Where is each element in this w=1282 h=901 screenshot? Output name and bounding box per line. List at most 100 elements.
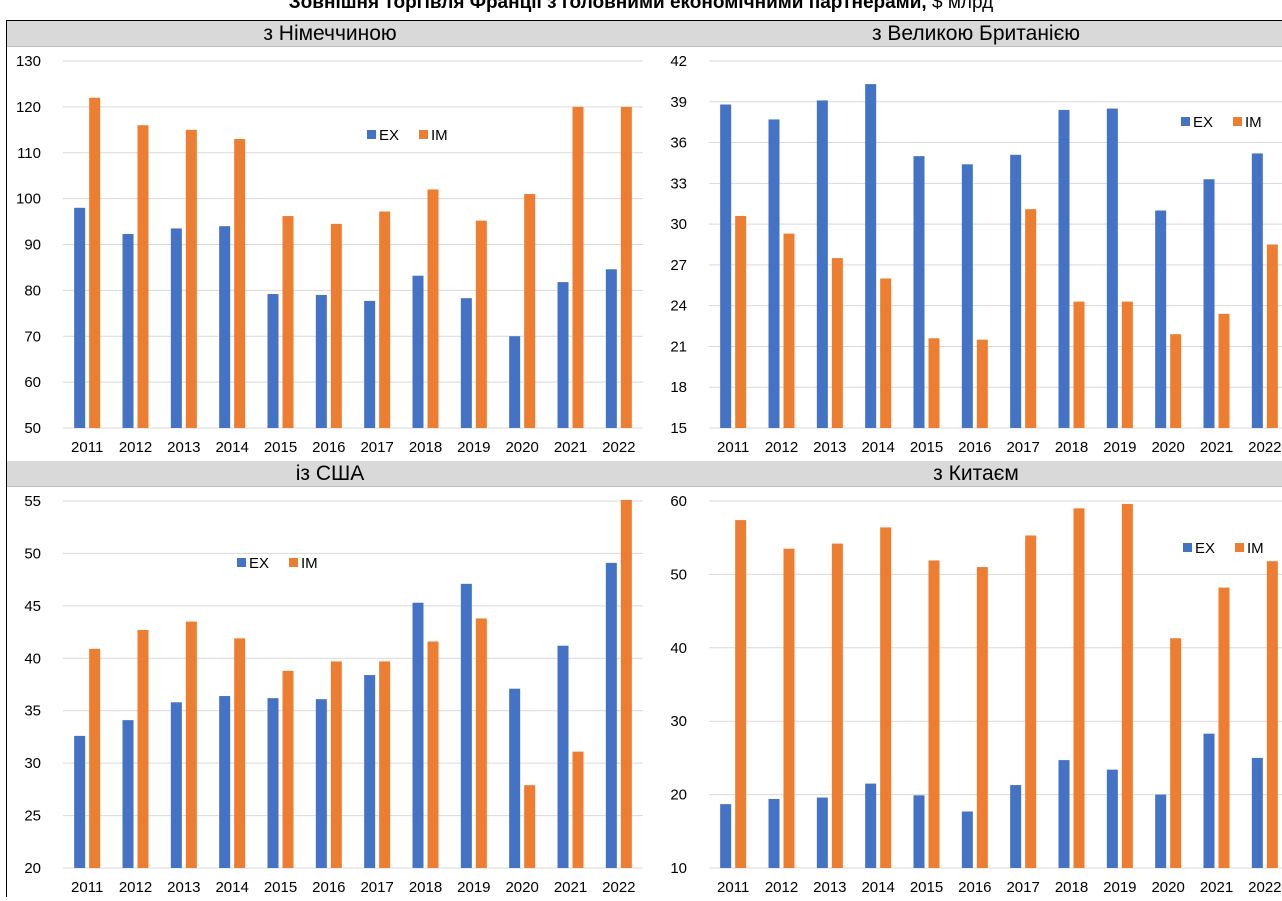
- bar-im-2013: [185, 621, 197, 868]
- chart-usa: 20 25 30 35 40 45 50 55 2011 2012 2013 2014 2015 2016…: [24, 493, 643, 896]
- x-tick-label: 2011: [717, 439, 749, 456]
- bar-ex-2019: [1106, 108, 1118, 429]
- bar-ex-2014: [219, 696, 231, 868]
- x-tick-label: 2022: [602, 879, 635, 896]
- bar-ex-2017: [364, 675, 376, 868]
- x-tick-label: 2020: [1151, 439, 1184, 456]
- legend-swatch-ex: [1183, 543, 1192, 552]
- bar-ex-2015: [913, 795, 925, 868]
- bar-im-2011: [735, 215, 747, 428]
- x-tick-label: 2019: [1103, 879, 1136, 896]
- bar-im-2016: [976, 339, 988, 428]
- legend: EX IM: [1183, 540, 1264, 557]
- y-tick-label: 40: [24, 650, 41, 667]
- x-tick-label: 2012: [119, 879, 152, 896]
- bar-im-2019: [1121, 301, 1133, 428]
- bar-im-2016: [976, 567, 988, 868]
- bar-im-2021: [1218, 587, 1230, 868]
- bar-im-2017: [1025, 535, 1037, 868]
- bar-im-2012: [137, 125, 149, 428]
- x-tick-label: 2021: [1200, 439, 1233, 456]
- legend-label-ex: EX: [249, 555, 269, 572]
- x-tick-label: 2013: [813, 439, 846, 456]
- bar-ex-2020: [1155, 210, 1167, 428]
- panel-uk: з Великою Британією 15 18 21 24 27 30 33 36 39 42…: [653, 21, 1282, 461]
- bar-ex-2011: [74, 207, 86, 428]
- bar-im-2014: [234, 638, 246, 868]
- panel-germany: з Німеччиною 50 60 70 80 90 100 110 120 130 2011 2…: [7, 21, 653, 461]
- x-tick-label: 2014: [861, 439, 894, 456]
- x-tick-label: 2016: [958, 439, 991, 456]
- x-tick-label: 2017: [1006, 439, 1039, 456]
- bar-im-2021: [572, 106, 584, 428]
- y-tick-label: 20: [670, 787, 687, 804]
- legend-swatch-im: [1235, 543, 1244, 552]
- y-tick-label: 30: [670, 713, 687, 730]
- legend-label-ex: EX: [1193, 114, 1213, 131]
- bar-im-2015: [928, 338, 940, 428]
- legend-swatch-im: [1233, 117, 1242, 126]
- y-tick-label: 30: [24, 755, 41, 772]
- y-tick-label: 21: [670, 338, 687, 355]
- bar-im-2014: [880, 527, 892, 868]
- bar-im-2022: [1266, 244, 1278, 428]
- y-tick-label: 30: [670, 216, 687, 233]
- bar-im-2011: [89, 97, 101, 428]
- bar-im-2021: [1218, 313, 1230, 428]
- y-tick-label: 120: [16, 99, 41, 116]
- x-tick-label: 2013: [813, 879, 846, 896]
- main-title-text: Зовнішня торгівля Франції з головними ек…: [288, 0, 927, 13]
- x-tick-label: 2021: [554, 439, 587, 456]
- bar-ex-2015: [267, 698, 279, 868]
- bar-ex-2012: [122, 233, 134, 428]
- panel-title-usa: із США: [7, 461, 653, 487]
- bar-ex-2017: [1010, 154, 1022, 428]
- x-tick-label: 2019: [1103, 439, 1136, 456]
- x-tick-label: 2016: [958, 879, 991, 896]
- legend: EX IM: [237, 555, 318, 572]
- y-tick-label: 60: [670, 493, 687, 510]
- x-tick-label: 2011: [71, 879, 103, 896]
- bar-ex-2016: [315, 699, 327, 868]
- y-tick-label: 130: [16, 53, 41, 70]
- legend-label-ex: EX: [1195, 540, 1215, 557]
- bar-im-2011: [735, 520, 747, 868]
- x-tick-label: 2018: [409, 879, 442, 896]
- bar-im-2019: [475, 220, 487, 428]
- x-tick-label: 2015: [264, 439, 297, 456]
- panel-china: з Китаєм 10 20 30 40 50 60 2011 2012 2013 2014 201…: [653, 461, 1282, 901]
- charts-grid: з Німеччиною 50 60 70 80 90 100 110 120 130 2011 2…: [6, 20, 1282, 897]
- y-tick-label: 18: [670, 379, 687, 396]
- x-tick-label: 2021: [554, 879, 587, 896]
- y-tick-label: 33: [670, 175, 687, 192]
- bar-ex-2020: [509, 688, 521, 868]
- bar-im-2012: [137, 629, 149, 868]
- bar-ex-2013: [170, 228, 182, 428]
- y-tick-label: 55: [24, 493, 41, 510]
- x-tick-label: 2018: [1055, 439, 1088, 456]
- x-tick-label: 2012: [119, 439, 152, 456]
- x-tick-label: 2013: [167, 879, 200, 896]
- y-tick-label: 90: [24, 237, 41, 254]
- bar-im-2017: [379, 211, 391, 428]
- y-tick-label: 10: [670, 860, 687, 877]
- bar-ex-2017: [364, 300, 376, 428]
- legend: EX IM: [1181, 114, 1262, 131]
- bar-im-2019: [1121, 503, 1133, 868]
- x-tick-label: 2014: [215, 439, 248, 456]
- chart-uk: 15 18 21 24 27 30 33 36 39 42 2011 2012 2013 2014 2015…: [670, 53, 1282, 456]
- y-tick-label: 50: [670, 566, 687, 583]
- x-tick-label: 2022: [1248, 879, 1281, 896]
- x-tick-label: 2011: [717, 879, 749, 896]
- bar-im-2015: [282, 216, 294, 428]
- x-tick-label: 2012: [765, 879, 798, 896]
- bar-ex-2012: [768, 119, 780, 428]
- bar-im-2020: [524, 194, 536, 428]
- legend-label-im: IM: [431, 127, 448, 144]
- bar-im-2016: [330, 661, 342, 868]
- y-tick-label: 100: [16, 191, 41, 208]
- y-tick-label: 45: [24, 598, 41, 615]
- bar-ex-2019: [1106, 769, 1118, 868]
- bar-im-2020: [524, 785, 536, 868]
- bar-im-2016: [330, 223, 342, 428]
